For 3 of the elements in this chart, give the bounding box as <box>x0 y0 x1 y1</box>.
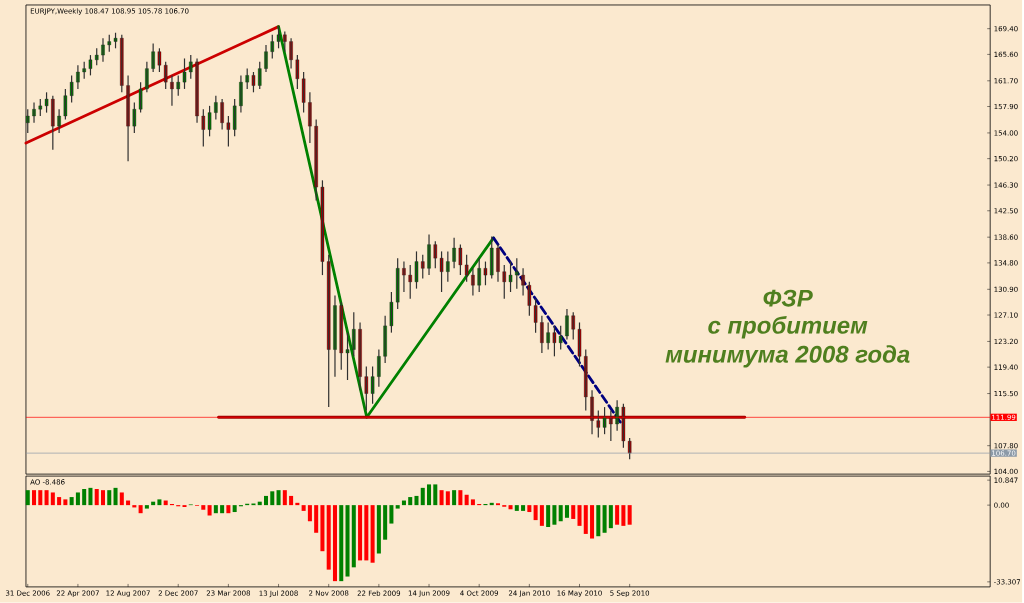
annotation: с пробитием <box>708 316 868 339</box>
annotation: минимума 2008 года <box>665 345 910 368</box>
annotation: ФЗР <box>763 289 813 307</box>
